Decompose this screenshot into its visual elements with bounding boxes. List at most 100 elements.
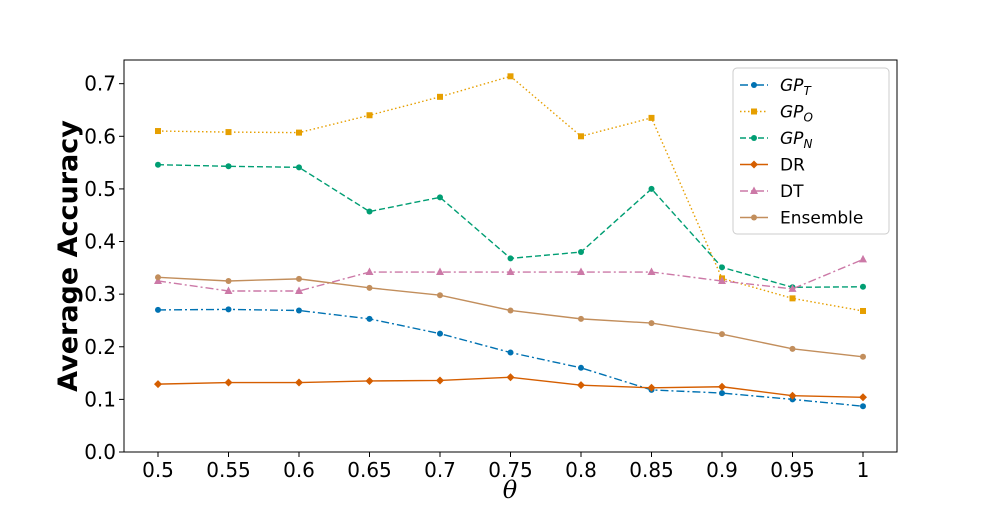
data-point-dt <box>788 284 797 292</box>
data-point-dr <box>788 391 797 400</box>
series-gp-t <box>155 306 866 410</box>
legend-box <box>732 67 890 235</box>
data-point-ensemble <box>225 277 232 284</box>
x-tick-label: 0.85 <box>629 458 674 482</box>
legend-label: GPN <box>780 129 812 151</box>
legend-marker <box>751 108 757 115</box>
data-point-dt <box>365 267 374 276</box>
data-point-ensemble <box>366 284 373 291</box>
x-tick-label: 1 <box>857 458 870 482</box>
legend-marker <box>751 214 757 221</box>
x-tick-label: 0.5 <box>142 458 174 482</box>
data-point-gp-t <box>507 349 514 356</box>
y-tick-label: 0.5 <box>84 177 116 201</box>
y-tick-label: 0.3 <box>84 282 116 306</box>
legend-entry-ensemble: Ensemble <box>740 209 863 229</box>
data-point-gp-o <box>366 112 373 119</box>
data-point-dt <box>224 286 233 294</box>
data-point-dr <box>859 393 867 402</box>
data-point-gp-n <box>225 163 232 170</box>
y-tick-label: 0.4 <box>84 230 116 254</box>
data-point-dr <box>295 378 303 387</box>
x-tick-label: 0.65 <box>347 458 392 482</box>
legend-label: Ensemble <box>780 209 863 229</box>
data-point-gp-o <box>789 295 796 302</box>
legend-entry-gp-o: GPO <box>740 103 813 125</box>
data-point-gp-t <box>225 306 232 313</box>
data-point-dt <box>859 254 867 263</box>
series-line-dt <box>157 258 864 292</box>
data-point-gp-o <box>860 307 866 314</box>
y-axis-title: Average Accuracy <box>53 120 84 392</box>
data-point-gp-n <box>648 185 655 192</box>
data-point-dr <box>506 373 515 382</box>
legend-label: GPO <box>780 103 813 125</box>
series-line-gp-o <box>157 75 864 312</box>
legend-marker <box>750 160 758 169</box>
x-tick-label: 0.6 <box>283 458 315 482</box>
data-point-ensemble <box>860 353 866 360</box>
data-point-gp-n <box>578 249 584 256</box>
series-gp-o <box>155 73 866 314</box>
data-point-gp-n <box>155 161 161 168</box>
series-dt <box>154 254 867 294</box>
data-point-ensemble <box>155 274 161 281</box>
x-tick-label: 0.8 <box>565 458 597 482</box>
data-point-dt <box>647 267 656 276</box>
data-point-dr <box>718 382 726 391</box>
x-axis-title: θ <box>503 476 518 504</box>
data-point-gp-n <box>296 164 302 171</box>
x-tick-label: 0.9 <box>706 458 738 482</box>
x-tick-label: 0.55 <box>206 458 251 482</box>
data-point-gp-t <box>578 364 584 371</box>
data-point-gp-t <box>366 315 373 322</box>
data-point-gp-t <box>719 390 725 397</box>
data-point-dr <box>647 383 656 392</box>
legend-label: DT <box>780 182 804 202</box>
data-point-dr <box>577 381 585 390</box>
series-ensemble <box>155 274 866 360</box>
series-dr <box>154 373 867 402</box>
legend: GPT GPO GPN DR DT Ensemble <box>732 67 890 235</box>
data-point-dr <box>154 380 162 389</box>
y-tick-label: 0.6 <box>84 124 116 148</box>
data-point-dt <box>436 267 444 276</box>
legend-label: GPT <box>780 76 812 98</box>
data-point-dt <box>506 267 515 276</box>
data-point-gp-t <box>296 307 302 314</box>
data-point-gp-o <box>225 129 232 136</box>
data-point-dr <box>436 376 444 385</box>
y-tick-label: 0.1 <box>84 387 116 411</box>
plot-area <box>154 73 867 410</box>
data-point-gp-o <box>648 114 655 121</box>
y-tick-label: 0.2 <box>84 335 116 359</box>
data-point-gp-o <box>437 93 443 100</box>
legend-entry-dr: DR <box>740 156 805 176</box>
data-point-ensemble <box>789 345 796 352</box>
y-tick-label: 0.7 <box>84 72 116 96</box>
x-tick-label: 0.95 <box>770 458 815 482</box>
data-point-ensemble <box>578 315 584 322</box>
data-point-gp-o <box>155 128 161 135</box>
data-point-dt <box>295 286 303 294</box>
data-point-dt <box>577 267 585 276</box>
legend-entry-dt: DT <box>740 182 804 202</box>
y-axis: 0.0 0.1 0.2 0.3 0.4 0.5 0.6 0.7 <box>84 72 124 464</box>
data-point-gp-n <box>366 208 373 215</box>
data-point-ensemble <box>437 292 443 299</box>
legend-entry-gp-n: GPN <box>740 129 812 151</box>
x-axis: 0.5 0.55 0.6 0.65 0.7 0.75 0.8 0.85 0.9 0.95 1 <box>142 452 869 482</box>
data-point-ensemble <box>296 275 302 282</box>
x-tick-label: 0.7 <box>424 458 456 482</box>
legend-label: DR <box>780 156 805 176</box>
data-point-ensemble <box>648 320 655 327</box>
data-point-gp-o <box>507 73 514 80</box>
legend-marker <box>751 135 757 141</box>
y-tick-label: 0.0 <box>84 440 116 464</box>
data-point-dt <box>718 276 726 284</box>
data-point-gp-n <box>860 283 866 290</box>
data-point-gp-o <box>578 133 584 140</box>
legend-marker <box>751 82 757 88</box>
data-point-gp-o <box>296 129 302 136</box>
data-point-gp-n <box>507 255 514 262</box>
